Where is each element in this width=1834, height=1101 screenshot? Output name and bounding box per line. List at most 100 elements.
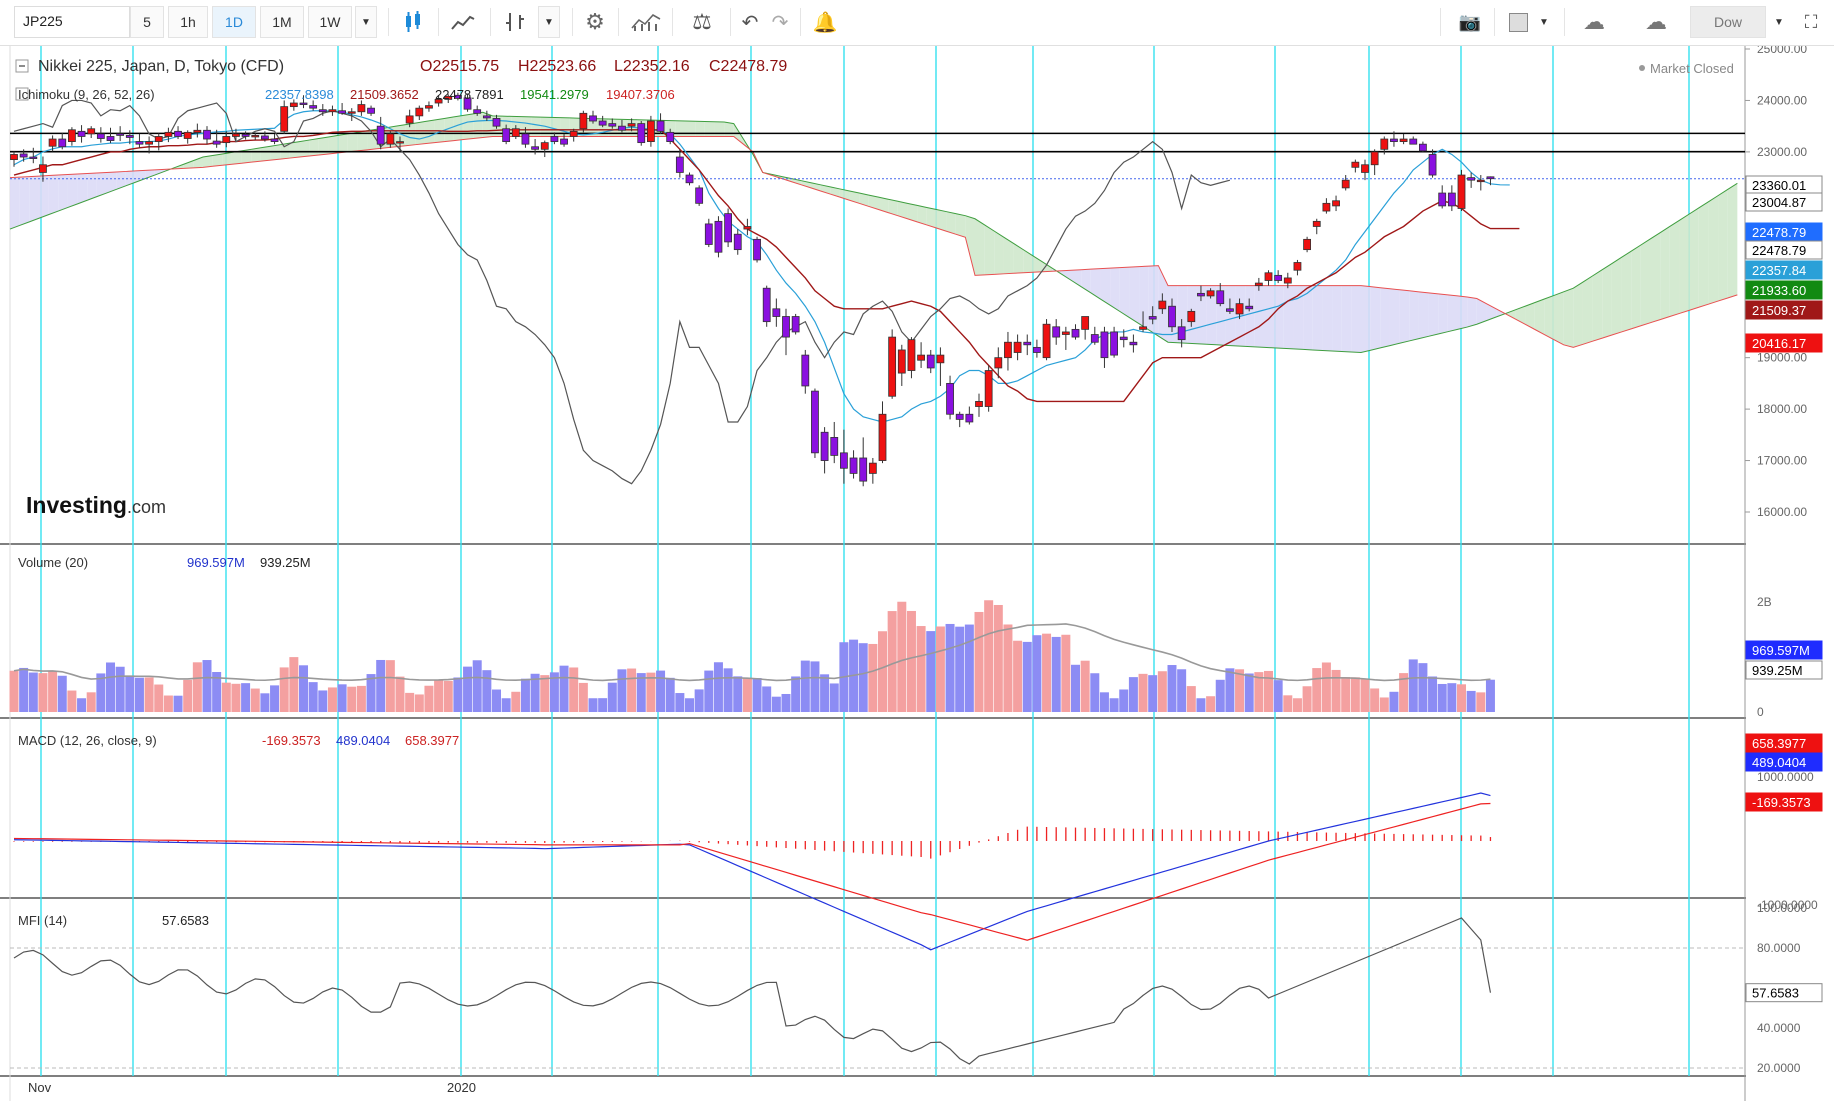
volume-tick: 2B [1757, 595, 1772, 609]
volume-bar [752, 678, 762, 712]
candle [791, 313, 800, 335]
candle [1380, 136, 1389, 155]
candle [714, 216, 723, 258]
volume-bar [1051, 636, 1061, 712]
candle [1013, 334, 1022, 361]
candle [753, 236, 761, 263]
candle [560, 133, 568, 147]
volume-bar [1186, 686, 1196, 712]
compare-scale-icon[interactable]: ⚖ [692, 9, 712, 34]
template-box-icon[interactable] [1504, 6, 1532, 38]
candle [1438, 185, 1447, 209]
interval-dropdown-icon[interactable]: ▼ [355, 6, 377, 38]
symbol-input[interactable]: JP225 [14, 6, 130, 38]
camera-icon[interactable]: 📷 [1458, 11, 1482, 32]
bars-icon[interactable] [498, 6, 532, 38]
interval-1w[interactable]: 1W [308, 6, 352, 38]
layout-dropdown-icon[interactable]: ▼ [1774, 16, 1784, 28]
candle [1254, 277, 1263, 291]
volume-bar [540, 675, 550, 712]
volume-bar [96, 673, 106, 712]
price-tick: 18000.00 [1757, 402, 1807, 416]
candle [376, 116, 385, 150]
candle [801, 349, 810, 394]
alert-bell-icon[interactable]: 🔔 [812, 11, 838, 34]
price-tick: 24000.00 [1757, 93, 1807, 107]
volume-bar [569, 667, 579, 712]
candle [1139, 311, 1147, 332]
svg-text:22478.79: 22478.79 [1752, 225, 1806, 240]
volume-value: 969.597M [187, 555, 245, 570]
volume-legend: Volume (20) 969.597M 939.25M [18, 555, 311, 570]
volume-bar [279, 667, 289, 712]
candle [868, 457, 877, 484]
interval-5[interactable]: 5 [130, 6, 164, 38]
volume-bar [9, 670, 19, 712]
candle [598, 115, 607, 128]
volume-bar [1428, 676, 1438, 712]
candle [1399, 133, 1408, 145]
volume-bar [183, 679, 193, 712]
candle [1235, 298, 1244, 320]
volume-bar [1032, 635, 1042, 712]
undo-icon[interactable]: ↶ [741, 11, 759, 34]
candle [444, 94, 453, 104]
investing-logo: Investing.com [26, 492, 166, 518]
candle [212, 129, 221, 148]
volume-bar [713, 662, 723, 712]
volume-bar [472, 660, 482, 712]
candle [299, 95, 308, 109]
volume-bar [327, 687, 337, 712]
interval-1m[interactable]: 1M [260, 6, 304, 38]
candle [1341, 175, 1350, 191]
mfi-tick: 40.0000 [1757, 1021, 1801, 1035]
volume-bar [1138, 673, 1148, 712]
candle [463, 94, 472, 112]
candle [743, 218, 752, 236]
volume-bar [1379, 697, 1389, 712]
redo-icon[interactable]: ↷ [771, 11, 789, 34]
volume-ma-value: 939.25M [260, 555, 311, 570]
candle [811, 388, 819, 458]
candle [1081, 316, 1090, 340]
candle [1476, 175, 1485, 191]
ohlc-high: H22523.66 [518, 58, 596, 75]
candle [1293, 259, 1302, 276]
candle [724, 208, 732, 248]
svg-text:20416.17: 20416.17 [1752, 336, 1806, 351]
candle [502, 124, 511, 145]
interval-1h[interactable]: 1h [168, 6, 208, 38]
mfi-line [13, 917, 1492, 1065]
gear-icon[interactable]: ⚙ [585, 9, 605, 34]
cloud-download-icon[interactable]: ☁ [1583, 9, 1605, 34]
candle [289, 99, 298, 111]
volume-bar [1157, 671, 1167, 712]
layout-select[interactable]: Dow [1690, 6, 1766, 38]
volume-bar [1225, 668, 1235, 712]
cloud-upload-icon[interactable]: ☁ [1645, 9, 1667, 34]
fullscreen-icon[interactable]: ⛶ [1804, 11, 1818, 32]
interval-1d[interactable]: 1D [212, 6, 256, 38]
volume-bar [376, 659, 386, 712]
volume-bar [964, 624, 974, 712]
candle [1187, 308, 1196, 327]
volume-bar [202, 660, 212, 712]
ohlc-low: L22352.16 [614, 58, 690, 75]
candles-icon[interactable] [396, 6, 430, 38]
candle [405, 109, 414, 128]
candle [1148, 306, 1157, 325]
ohlc-close: C22478.79 [709, 58, 787, 75]
candle [1312, 218, 1321, 235]
chart-area[interactable]: 25000.0024000.0023000.0022000.0021000.00… [0, 46, 1834, 1101]
volume-bar [1148, 675, 1158, 712]
line-chart-icon[interactable] [446, 6, 480, 38]
indicators-icon[interactable] [626, 6, 666, 38]
volume-bar [791, 676, 801, 712]
volume-bar [1022, 641, 1032, 712]
volume-bar [1264, 670, 1273, 712]
volume-bar [453, 677, 463, 712]
chart-type-dropdown-icon[interactable]: ▼ [538, 6, 560, 38]
volume-bar [154, 684, 164, 712]
template-dropdown-icon[interactable]: ▼ [1539, 16, 1549, 28]
volume-bar [607, 682, 617, 712]
